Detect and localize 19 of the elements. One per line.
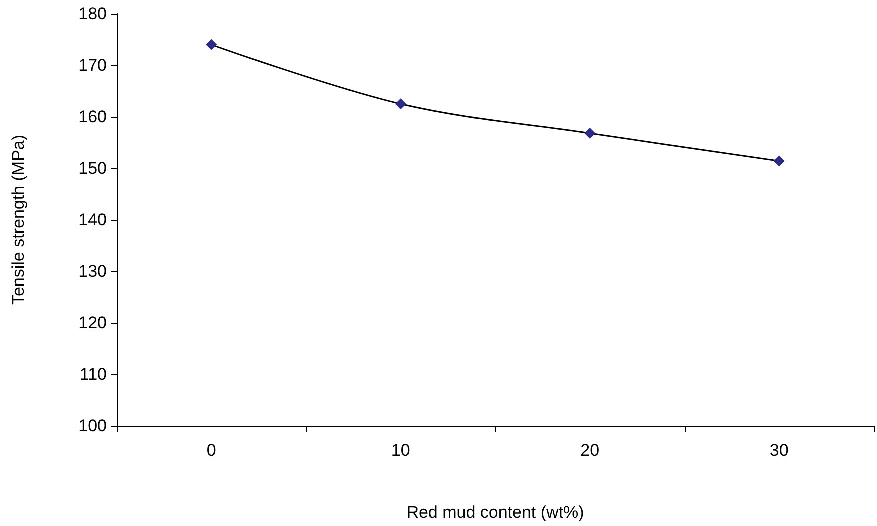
- x-tick-label: 20: [580, 441, 600, 460]
- y-tick-label: 150: [78, 159, 107, 178]
- x-axis-title: Red mud content (wt%): [406, 503, 584, 522]
- point: [206, 39, 218, 50]
- y-tick-label: 120: [78, 314, 107, 332]
- y-tick-label: 180: [78, 4, 107, 24]
- x-tick-label: 0: [206, 441, 216, 460]
- point: [395, 98, 406, 110]
- y-tick-label: 140: [78, 210, 107, 230]
- y-tick-label: 170: [78, 56, 107, 75]
- y-axis-title: Tensile strength (MPa): [9, 134, 28, 306]
- point: [584, 128, 596, 139]
- y-tick-label: 100: [78, 416, 107, 436]
- x-tick-label: 30: [770, 441, 789, 460]
- y-tick-label: 110: [80, 365, 107, 384]
- x-tick-label: 10: [391, 441, 410, 460]
- y-tick-label: 160: [78, 108, 107, 126]
- point: [774, 156, 785, 167]
- y-tick-label: 130: [78, 262, 107, 281]
